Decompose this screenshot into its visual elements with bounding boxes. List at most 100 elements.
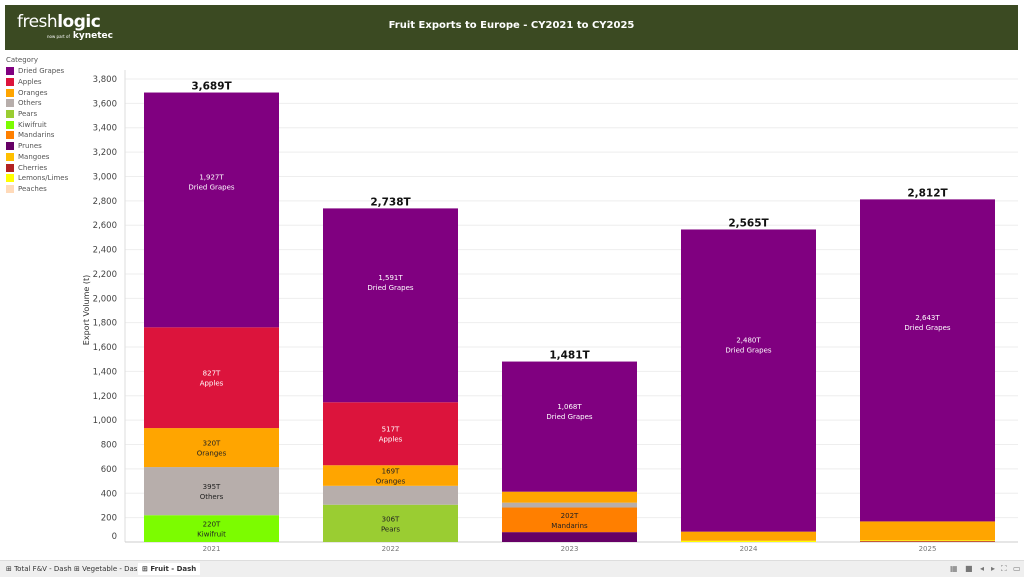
- bar-total-label: 2,738T: [370, 196, 411, 208]
- legend-item[interactable]: Kiwifruit: [6, 119, 68, 130]
- x-tick-label: 2021: [203, 545, 221, 553]
- bar-segment-dried-grapes: [681, 229, 816, 532]
- y-tick-label: 200: [101, 514, 117, 524]
- grid-view-icon[interactable]: ▦: [950, 564, 958, 573]
- y-tick-label: 2,400: [93, 246, 117, 256]
- legend-swatch: [6, 99, 14, 108]
- sheet-tab-bar: ⊞ Total F&V - Dash ⊞ Vegetable - Dash ⊞ …: [0, 560, 1024, 577]
- legend-label: Prunes: [18, 142, 42, 151]
- segment-value-label: 1,068T: [557, 403, 582, 411]
- y-tick-label: 1,400: [93, 367, 117, 377]
- segment-category-label: Kiwifruit: [197, 531, 226, 539]
- legend-label: Mangoes: [18, 152, 50, 161]
- legend-item[interactable]: Cherries: [6, 162, 68, 173]
- segment-value-label: 517T: [382, 426, 400, 434]
- legend-item[interactable]: Peaches: [6, 184, 68, 195]
- tab-total-fv-dash[interactable]: ⊞ Total F&V - Dash: [6, 565, 72, 573]
- bar-segment-oranges: [502, 491, 637, 503]
- segment-value-label: 320T: [203, 440, 221, 448]
- category-legend: Category Dried Grapes Apples Oranges Others…: [6, 56, 68, 194]
- legend-label: Oranges: [18, 88, 48, 97]
- y-tick-label: 600: [101, 465, 117, 475]
- legend-label: Mandarins: [18, 131, 55, 140]
- legend-swatch: [6, 67, 14, 76]
- segment-category-label: Dried Grapes: [725, 346, 772, 354]
- legend-swatch: [6, 163, 14, 172]
- segment-value-label: 220T: [203, 521, 221, 529]
- bar-segment-oranges: [681, 531, 816, 541]
- next-icon[interactable]: ▸: [991, 564, 996, 573]
- bar-segment-dried-grapes: [323, 208, 458, 403]
- bar-segment-dried-grapes: [502, 361, 637, 492]
- segment-category-label: Oranges: [376, 478, 406, 486]
- legend-item[interactable]: Lemons/Limes: [6, 173, 68, 184]
- y-tick-label: 2,600: [93, 221, 117, 231]
- segment-category-label: Apples: [379, 436, 403, 444]
- y-tick-label: 800: [101, 441, 117, 451]
- bar-segment-oranges: [323, 465, 458, 486]
- legend-item[interactable]: Prunes: [6, 141, 68, 152]
- y-tick-label: 0: [112, 532, 117, 542]
- legend-item[interactable]: Dried Grapes: [6, 66, 68, 77]
- legend-item[interactable]: Oranges: [6, 87, 68, 98]
- single-view-icon[interactable]: ■: [965, 564, 973, 573]
- x-tick-label: 2022: [382, 545, 400, 553]
- segment-category-label: Dried Grapes: [904, 324, 951, 332]
- bar-segment-oranges: [144, 428, 279, 468]
- prev-icon[interactable]: ◂: [980, 564, 985, 573]
- bar-segment-kiwifruit: [144, 515, 279, 542]
- legend-swatch: [6, 110, 14, 119]
- y-tick-label: 2,800: [93, 197, 117, 207]
- tab-fruit-dash[interactable]: ⊞ Fruit - Dash: [138, 563, 201, 575]
- legend-item[interactable]: Mandarins: [6, 130, 68, 141]
- dashboard-header: freshlogic now part of kynetec Fruit Expo…: [5, 5, 1018, 50]
- y-tick-label: 2,200: [93, 270, 117, 280]
- fullscreen-icon[interactable]: ⛶: [1001, 564, 1007, 573]
- segment-category-label: Pears: [381, 525, 400, 533]
- legend-item[interactable]: Apples: [6, 77, 68, 88]
- segment-category-label: Others: [200, 493, 224, 501]
- segment-category-label: Mandarins: [551, 522, 588, 530]
- y-tick-label: 1,600: [93, 343, 117, 353]
- legend-swatch: [6, 120, 14, 129]
- y-tick-label: 1,200: [93, 392, 117, 402]
- bar-segment-others: [502, 502, 637, 508]
- legend-swatch: [6, 88, 14, 97]
- segment-category-label: Oranges: [197, 450, 227, 458]
- legend-label: Others: [18, 99, 42, 108]
- y-tick-label: 1,000: [93, 416, 117, 426]
- y-tick-label: 3,400: [93, 124, 117, 134]
- segment-category-label: Apples: [200, 380, 224, 388]
- dashboard-title: Fruit Exports to Europe - CY2021 to CY20…: [388, 20, 635, 31]
- legend-item[interactable]: Others: [6, 98, 68, 109]
- bar-segment-apples: [144, 327, 279, 429]
- y-tick-label: 3,800: [93, 75, 117, 85]
- legend-label: Peaches: [18, 184, 47, 193]
- bar-total-label: 3,689T: [191, 81, 232, 93]
- present-icon[interactable]: ▭: [1013, 564, 1021, 573]
- bar-segment-lemons-limes: [860, 540, 995, 542]
- legend-label: Dried Grapes: [18, 67, 65, 76]
- bar-total-label: 2,565T: [728, 217, 769, 229]
- segment-category-label: Dried Grapes: [367, 284, 414, 292]
- y-tick-label: 3,000: [93, 172, 117, 182]
- legend-label: Cherries: [18, 163, 48, 172]
- legend-label: Kiwifruit: [18, 120, 47, 129]
- bar-segment-mandarins: [502, 507, 637, 533]
- legend-item[interactable]: Mangoes: [6, 152, 68, 163]
- y-tick-label: 3,600: [93, 99, 117, 109]
- bar-segment-dried-grapes: [860, 199, 995, 522]
- freshlogic-logo: freshlogic now part of kynetec: [17, 12, 113, 42]
- bar-segment-lemons-limes: [681, 540, 816, 542]
- segment-value-label: 1,927T: [199, 174, 224, 182]
- legend-swatch: [6, 184, 14, 193]
- bar-total-label: 2,812T: [907, 187, 948, 199]
- y-axis-label: Export Volume (t): [82, 275, 91, 345]
- legend-swatch: [6, 78, 14, 87]
- legend-swatch: [6, 131, 14, 140]
- legend-label: Pears: [18, 110, 38, 119]
- tab-vegetable-dash[interactable]: ⊞ Vegetable - Dash: [74, 565, 142, 573]
- segment-value-label: 827T: [203, 370, 221, 378]
- legend-item[interactable]: Pears: [6, 109, 68, 120]
- y-tick-label: 2,000: [93, 294, 117, 304]
